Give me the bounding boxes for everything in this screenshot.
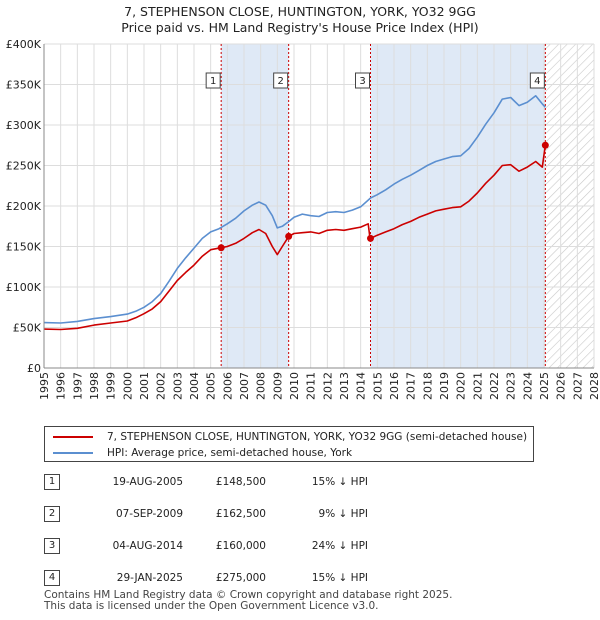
x-tick-label: 2015	[371, 372, 384, 400]
x-tick-label: 2000	[121, 372, 134, 400]
sale-hpi-diff: 15% ↓ HPI	[311, 572, 368, 584]
sale-number: 3	[44, 538, 60, 554]
price-chart: 1 2 3 4 £0 £50K £100K £150K £200K £250K £300K £350…	[6, 38, 600, 400]
footer-copyright: Contains HM Land Registry data © Crown c…	[44, 589, 453, 601]
sale-date: 04-AUG-2014	[112, 540, 183, 552]
sale-point	[541, 141, 549, 149]
chart-title: 7, STEPHENSON CLOSE, HUNTINGTON, YORK, Y…	[124, 4, 476, 19]
sale-label-text: 4	[534, 76, 540, 87]
y-tick-label: £350K	[6, 79, 42, 92]
x-tick-label: 2003	[171, 372, 184, 400]
sale-label-text: 3	[359, 76, 365, 87]
x-tick-label: 2012	[321, 372, 334, 400]
footer-licence: This data is licensed under the Open Gov…	[44, 600, 379, 612]
sale-label-box	[355, 72, 370, 89]
sale-price: £148,500	[215, 476, 266, 488]
hpi-series-line	[43, 95, 546, 324]
x-tick-label: 1995	[38, 372, 51, 400]
sale-date: 29-JAN-2025	[116, 572, 183, 584]
sale-date: 19-AUG-2005	[112, 476, 183, 488]
sale-row: 4 29-JAN-2025 £275,000 15% ↓ HPI	[44, 570, 464, 588]
sale-hpi-diff: 15% ↓ HPI	[311, 476, 368, 488]
sale-number: 4	[44, 570, 60, 586]
x-tick-label: 2004	[188, 372, 201, 400]
sale-label-text: 1	[210, 76, 216, 87]
sale-hpi-diff: 9% ↓ HPI	[318, 508, 368, 520]
legend-item-price: 7, STEPHENSON CLOSE, HUNTINGTON, YORK, Y…	[53, 429, 527, 445]
y-tick-label: £200K	[6, 200, 42, 213]
x-tick-label: 2011	[305, 372, 318, 400]
sale-point	[367, 234, 374, 242]
sale-label-box	[529, 72, 545, 89]
x-tick-label: 2027	[571, 372, 584, 400]
sale-label-box	[205, 72, 221, 89]
legend-swatch-price	[53, 436, 93, 438]
x-tick-label: 2010	[288, 372, 301, 400]
x-tick-label: 2001	[138, 372, 151, 400]
sale-price: £275,000	[215, 572, 266, 584]
x-tick-label: 2025	[538, 372, 551, 400]
x-tick-label: 2024	[521, 372, 534, 400]
legend-label-hpi: HPI: Average price, semi-detached house,…	[107, 447, 353, 459]
sale-point	[217, 244, 225, 252]
x-tick-label: 2009	[271, 372, 284, 400]
x-tick-label: 2021	[471, 372, 484, 400]
x-tick-label: 1999	[105, 372, 118, 400]
y-tick-label: £50K	[13, 322, 42, 335]
price-series-line	[43, 145, 547, 331]
sale-point	[285, 232, 293, 240]
x-tick-label: 2002	[155, 372, 168, 400]
sale-number: 2	[44, 506, 60, 522]
x-tick-label: 2014	[355, 372, 368, 400]
chart-subtitle: Price paid vs. HM Land Registry's House …	[121, 20, 479, 35]
sale-number: 1	[44, 474, 60, 490]
x-tick-label: 2006	[221, 372, 234, 400]
x-tick-label: 2008	[255, 372, 268, 400]
x-tick-label: 2005	[205, 372, 218, 400]
x-tick-label: 2026	[555, 372, 568, 400]
y-tick-label: £400K	[6, 38, 42, 51]
legend-item-hpi: HPI: Average price, semi-detached house,…	[53, 445, 352, 461]
y-tick-label: £250K	[6, 160, 42, 173]
x-tick-label: 2017	[405, 372, 418, 400]
sale-price: £160,000	[215, 540, 266, 552]
x-tick-label: 2013	[338, 372, 351, 400]
sale-price: £162,500	[215, 508, 266, 520]
y-tick-label: £100K	[6, 281, 42, 294]
y-tick-label: £0	[27, 362, 41, 375]
y-tick-label: £150K	[6, 241, 42, 254]
x-tick-label: 2018	[421, 372, 434, 400]
legend-swatch-hpi	[53, 452, 93, 454]
x-tick-label: 1997	[71, 372, 84, 400]
y-tick-label: £300K	[6, 119, 42, 132]
x-tick-label: 2019	[438, 372, 451, 400]
sale-hpi-diff: 24% ↓ HPI	[311, 540, 368, 552]
sale-label-text: 2	[277, 76, 283, 87]
x-tick-label: 2022	[488, 372, 501, 400]
x-tick-label: 1996	[55, 372, 68, 400]
sale-row: 1 19-AUG-2005 £148,500 15% ↓ HPI	[44, 474, 464, 492]
x-tick-label: 2007	[238, 372, 251, 400]
x-tick-label: 2028	[588, 372, 600, 400]
x-tick-label: 2023	[505, 372, 518, 400]
x-tick-label: 2020	[455, 372, 468, 400]
x-tick-label: 2016	[388, 372, 401, 400]
footer: Contains HM Land Registry data © Crown c…	[44, 590, 452, 612]
sale-date: 07-SEP-2009	[115, 508, 183, 520]
legend-label-price: 7, STEPHENSON CLOSE, HUNTINGTON, YORK, Y…	[107, 431, 528, 443]
sale-label-box	[273, 72, 289, 89]
x-tick-label: 1998	[88, 372, 101, 400]
legend: 7, STEPHENSON CLOSE, HUNTINGTON, YORK, Y…	[44, 426, 534, 462]
sale-row: 2 07-SEP-2009 £162,500 9% ↓ HPI	[44, 506, 464, 524]
sale-row: 3 04-AUG-2014 £160,000 24% ↓ HPI	[44, 538, 464, 556]
